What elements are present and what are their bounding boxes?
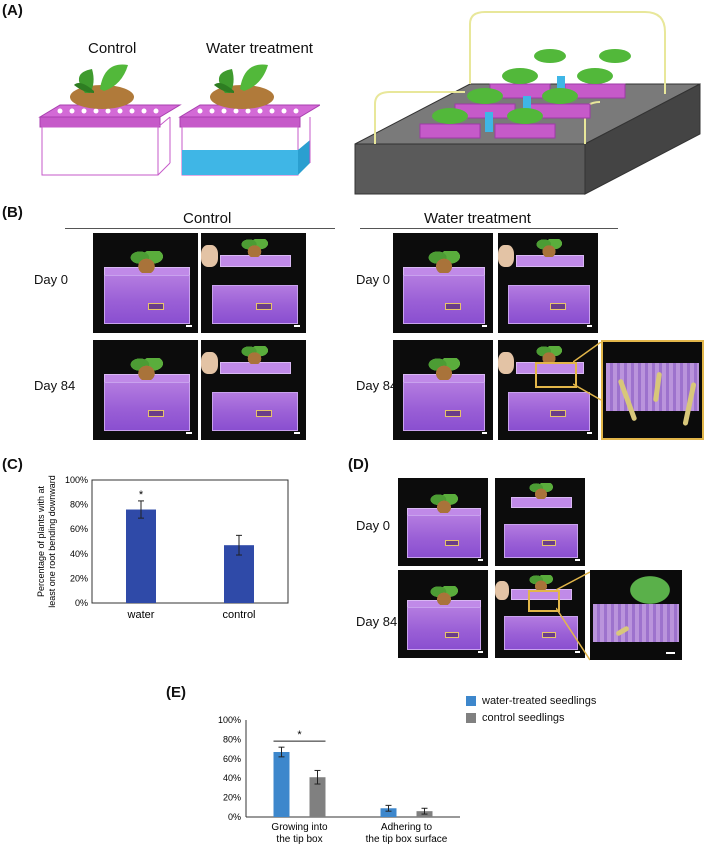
day0-label-water: Day 0 [356, 272, 390, 287]
day84-label-water: Day 84 [356, 378, 398, 393]
chart-e-xtick-label: Adhering to [381, 822, 433, 833]
zoom-source-frame-b [535, 362, 577, 388]
chart-e-ytick-label: 40% [223, 773, 241, 783]
chart-c-xtick-label: control [222, 609, 255, 621]
legend-swatch-control [466, 713, 476, 723]
legend-item-water: water-treated seedlings [466, 695, 596, 707]
chart-c-ytick-label: 100% [65, 475, 88, 485]
zoom-connector-lines-b [573, 342, 602, 401]
control-schematic-label: Control [88, 40, 137, 57]
chart-e-xtick-label: Growing into [271, 822, 328, 833]
chart-c-plot-frame [91, 479, 289, 604]
control-column-header: Control [183, 210, 232, 227]
water-column-header: Water treatment [424, 210, 531, 227]
chart-e-ytick-label: 20% [223, 793, 241, 803]
chart-c-ylabel: Percentage of plants with atleast one ro… [36, 475, 57, 608]
panel-label-b: (B) [2, 204, 23, 221]
day0-label-control: Day 0 [34, 272, 68, 287]
greenhouse-tray-illustration [354, 11, 701, 195]
day0-label-d: Day 0 [356, 518, 390, 533]
water-tip-box-drawing [178, 64, 320, 176]
photo-d-day84-zoom [590, 570, 682, 660]
chart-e-ytick-label: 80% [223, 734, 241, 744]
zoom-source-frame-d [528, 590, 560, 612]
day84-label-d: Day 84 [356, 614, 398, 629]
water-schematic-label: Water treatment [206, 40, 313, 57]
panel-label-e: (E) [166, 684, 186, 701]
panel-label-d: (D) [348, 456, 369, 473]
photo-d-day0-assembled [398, 478, 488, 566]
photo-control-day0-separated [201, 233, 306, 333]
chart-e-xtick-label: the tip box surface [366, 834, 448, 845]
photo-water-day0-assembled [393, 233, 493, 333]
photo-control-day0-assembled [93, 233, 198, 333]
zoom-connector-lines-d [556, 571, 591, 661]
photo-d-day84-assembled [398, 570, 488, 658]
chart-c-xtick-label: water [127, 609, 155, 621]
photo-control-day84-assembled [93, 340, 198, 440]
photo-water-day0-separated [498, 233, 598, 333]
panel-label-c: (C) [2, 456, 23, 473]
chart-c-ytick-label: 80% [70, 500, 88, 510]
chart-c-ytick-label: 60% [70, 524, 88, 534]
chart-c-ytick-label: 0% [75, 598, 88, 608]
control-tip-box-drawing [38, 64, 182, 176]
panel-label-a: (A) [2, 2, 23, 19]
photo-d-day0-separated [495, 478, 585, 566]
chart-e-ytick-label: 100% [218, 715, 241, 725]
chart-c-ytick-label: 20% [70, 573, 88, 583]
chart-c-significance-star: * [139, 489, 144, 501]
legend-label-control: control seedlings [482, 712, 565, 724]
control-header-rule [65, 228, 335, 229]
chart-e-significance-star: * [297, 729, 302, 741]
photo-water-day84-assembled [393, 340, 493, 440]
chart-c-ylabel-line: least one root bending downward [47, 475, 57, 608]
day84-label-control: Day 84 [34, 378, 76, 393]
chart-e-bar [309, 777, 326, 817]
legend-item-control: control seedlings [466, 712, 565, 724]
chart-c: 0% 20% 40% 60% 80% 100% Percentage of plants w… [36, 475, 289, 621]
chart-e-bar [380, 808, 397, 817]
chart-e-ytick-label: 60% [223, 754, 241, 764]
photo-water-day84-zoom [601, 340, 704, 440]
photo-control-day84-separated [201, 340, 306, 440]
schematic-tip-boxes [38, 64, 320, 176]
chart-e-bar [273, 752, 290, 817]
chart-c-ytick-label: 40% [70, 549, 88, 559]
chart-c-bar [126, 509, 156, 603]
chart-c-ylabel-line: Percentage of plants with at [36, 485, 46, 597]
chart-e-ytick-label: 0% [228, 812, 241, 822]
legend-label-water: water-treated seedlings [482, 695, 597, 707]
legend-swatch-water [466, 696, 476, 706]
water-header-rule [360, 228, 618, 229]
chart-e-xtick-label: the tip box [276, 834, 322, 845]
